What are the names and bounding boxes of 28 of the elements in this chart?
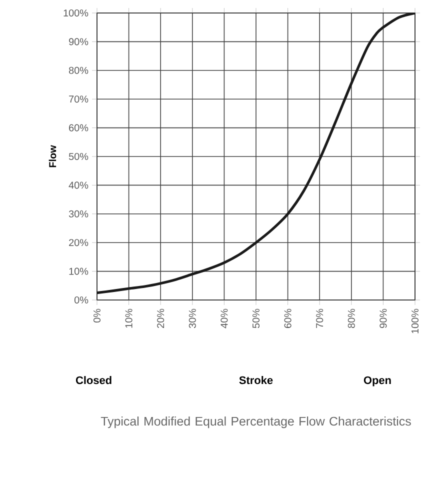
y-tick-label: 10%: [69, 268, 88, 275]
y-tick-label: 80%: [68, 66, 88, 74]
x-tick-label: 20%: [157, 308, 164, 328]
x-tick-label: 0%: [93, 308, 101, 323]
x-tick-label: 70%: [316, 308, 324, 328]
y-tick-label: 30%: [68, 210, 88, 218]
text: Typical Modified Equal Percentage Flow Characteristics: [100, 416, 411, 428]
x-tick-label: 40%: [220, 308, 228, 328]
y-axis-title: Flow: [48, 145, 56, 168]
text: Closed: [76, 376, 112, 384]
y-tick-label: 100%: [64, 9, 88, 17]
x-tick-label: 30%: [188, 308, 196, 328]
y-tick-label: 90%: [69, 38, 88, 46]
y-tick-label: 40%: [68, 182, 88, 189]
text: Open: [364, 376, 391, 386]
x-tick-label: 50%: [252, 308, 260, 328]
x-tick-label: 80%: [348, 308, 355, 328]
y-tick-label: 70%: [69, 96, 88, 103]
x-tick-label: 10%: [125, 308, 132, 328]
y-tick-label: 0%: [74, 296, 88, 304]
x-axis-title: Stroke: [239, 376, 273, 384]
line-series: [97, 12, 416, 294]
y-tick-label: 50%: [68, 152, 88, 160]
x-tick-label: 60%: [284, 308, 292, 328]
x-tick-label: 90%: [380, 308, 387, 328]
y-tick-label: 60%: [69, 124, 88, 132]
y-tick-label: 20%: [69, 239, 88, 246]
x-tick-label: 100%: [411, 308, 419, 334]
